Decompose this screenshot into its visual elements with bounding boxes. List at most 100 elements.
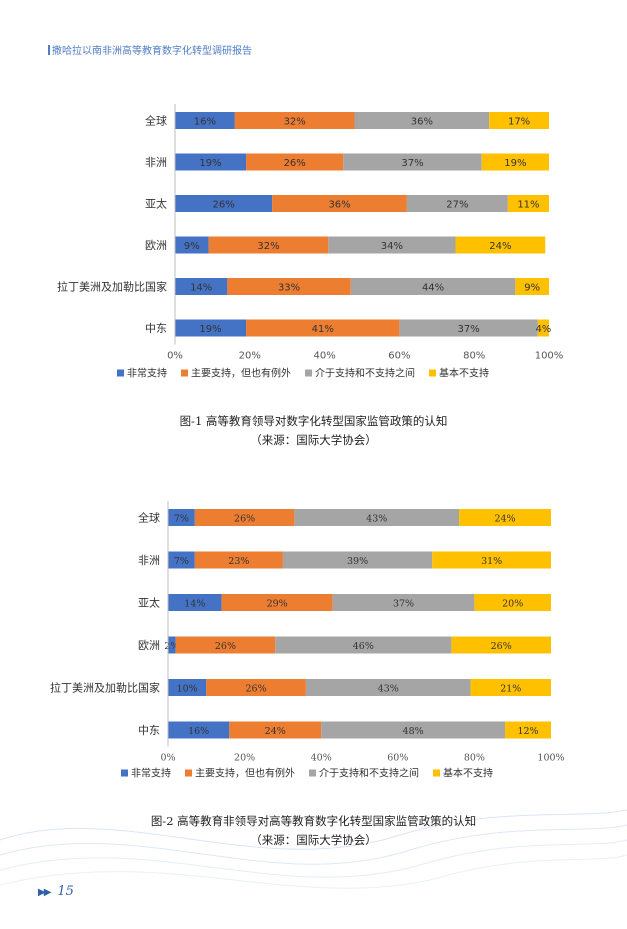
bar-segment — [175, 278, 228, 295]
category-label: 亚太 — [145, 198, 167, 211]
bar-segment — [321, 721, 506, 739]
x-tick-label: 0% — [167, 351, 183, 362]
double-chevron-icon: ▶▶ — [38, 887, 51, 898]
category-label: 非洲 — [138, 554, 160, 567]
x-tick-label: 20% — [239, 351, 261, 362]
data-label: 12% — [517, 726, 538, 737]
data-label: 27% — [446, 200, 468, 211]
data-label: 36% — [328, 200, 350, 211]
page-number: 15 — [57, 884, 74, 899]
data-label: 4% — [535, 324, 551, 335]
bar-segment — [481, 153, 549, 171]
data-label: 26% — [246, 684, 267, 695]
bar-segment — [175, 195, 273, 212]
data-label: 20% — [502, 599, 523, 610]
data-label: 19% — [504, 158, 526, 169]
data-label: 21% — [500, 684, 521, 695]
x-tick-label: 60% — [388, 351, 410, 362]
bar-segment — [246, 153, 344, 171]
x-tick-label: 40% — [313, 351, 335, 362]
legend-swatch — [181, 369, 188, 377]
data-label: 23% — [228, 556, 249, 567]
data-label: 17% — [508, 117, 530, 128]
data-label: 41% — [312, 324, 334, 335]
figure-2-caption-block: 图-2 高等教育非领导对高等教育数字化转型国家监管政策的认知 （来源：国际大学协… — [0, 812, 627, 850]
data-label: 44% — [422, 283, 444, 294]
legend-swatch — [433, 769, 440, 777]
legend-swatch — [305, 369, 312, 377]
bar-segment — [168, 721, 230, 739]
data-label: 32% — [284, 117, 306, 128]
bar-segment — [194, 509, 295, 526]
x-tick-label: 100% — [537, 753, 564, 764]
data-label: 19% — [199, 158, 221, 169]
legend-swatch — [117, 369, 124, 377]
bar-segment — [507, 195, 549, 212]
data-label: 37% — [457, 324, 479, 335]
data-label: 48% — [403, 726, 424, 737]
bar-segment — [399, 319, 538, 337]
data-label: 16% — [188, 726, 209, 737]
legend-entry: 非常支持 — [127, 367, 167, 380]
decorative-wave — [0, 809, 627, 889]
bar-segment — [505, 721, 551, 739]
legend-entry: 介于支持和不支持之间 — [319, 767, 419, 780]
legend-entry: 主要支持，但也有例外 — [191, 367, 291, 380]
bar-segment — [168, 509, 195, 526]
category-label: 欧洲 — [145, 239, 167, 252]
figure-1-caption-block: 图-1 高等教育领导对数字化转型国家监管政策的认知 （来源：国际大学协会） — [0, 412, 627, 450]
category-label: 欧洲 — [138, 639, 160, 652]
figure-2-source: （来源：国际大学协会） — [250, 833, 377, 847]
legend-swatch — [309, 769, 316, 777]
bar-segment — [175, 319, 247, 337]
legend-entry: 介于支持和不支持之间 — [315, 367, 415, 380]
data-label: 36% — [411, 117, 433, 128]
bar-segment — [305, 679, 471, 696]
bar-segment — [168, 594, 222, 611]
bar-segment — [175, 153, 247, 171]
bar-segment — [175, 236, 209, 254]
data-label: 26% — [215, 641, 236, 652]
legend-entry: 基本不支持 — [439, 367, 489, 380]
figure-2-caption: 图-2 高等教育非领导对高等教育数字化转型国家监管政策的认知 — [150, 814, 477, 828]
chart-leaders: 全球 16% 32% 36% 17% 非洲 19% 26% 37% 19% 亚太 26% 36% 27% 1… — [0, 90, 627, 400]
data-label: 31% — [481, 556, 502, 567]
category-label: 中东 — [145, 322, 167, 335]
legend-entry: 非常支持 — [131, 767, 171, 780]
legend-entry: 基本不支持 — [443, 767, 493, 780]
bar-segment — [229, 721, 322, 739]
bar-segment — [489, 112, 549, 129]
data-label: 14% — [190, 283, 212, 294]
data-label: 43% — [378, 684, 399, 695]
bar-segment — [282, 551, 433, 569]
data-label: 34% — [381, 241, 403, 252]
bar-segment — [406, 195, 508, 212]
data-label: 11% — [517, 200, 539, 211]
bar-segment — [208, 236, 329, 254]
data-label: 24% — [489, 241, 511, 252]
running-head-text: 撒哈拉以南非洲高等教育数字化转型调研报告 — [52, 46, 252, 57]
legend-swatch — [121, 769, 128, 777]
data-label: 32% — [257, 241, 279, 252]
bar-segment — [470, 679, 551, 696]
bar-segment — [175, 112, 235, 129]
bar-segment — [328, 236, 456, 254]
data-label: 33% — [278, 283, 300, 294]
bar-segment — [221, 594, 333, 611]
data-label: 24% — [265, 726, 286, 737]
legend-entry: 主要支持，但也有例外 — [195, 767, 295, 780]
category-label: 拉丁美洲及加勒比国家 — [50, 681, 160, 695]
category-label: 全球 — [138, 511, 160, 525]
bar-segment — [227, 278, 351, 295]
x-tick-label: 20% — [234, 753, 255, 764]
x-tick-label: 80% — [464, 753, 485, 764]
category-label: 全球 — [145, 114, 167, 128]
chart-non-leaders: 全球 7% 26% 43% 24% 非洲 7% 23% 39% 31% 亚太 14% 29% 37% 20%… — [0, 495, 627, 800]
data-label: 37% — [401, 158, 423, 169]
figure-1-source: （来源：国际大学协会） — [250, 433, 377, 447]
bar-segment — [350, 278, 516, 295]
category-label: 拉丁美洲及加勒比国家 — [57, 280, 167, 294]
running-head-marker — [48, 45, 50, 55]
data-label: 7% — [174, 514, 189, 525]
data-label: 2% — [164, 641, 179, 652]
